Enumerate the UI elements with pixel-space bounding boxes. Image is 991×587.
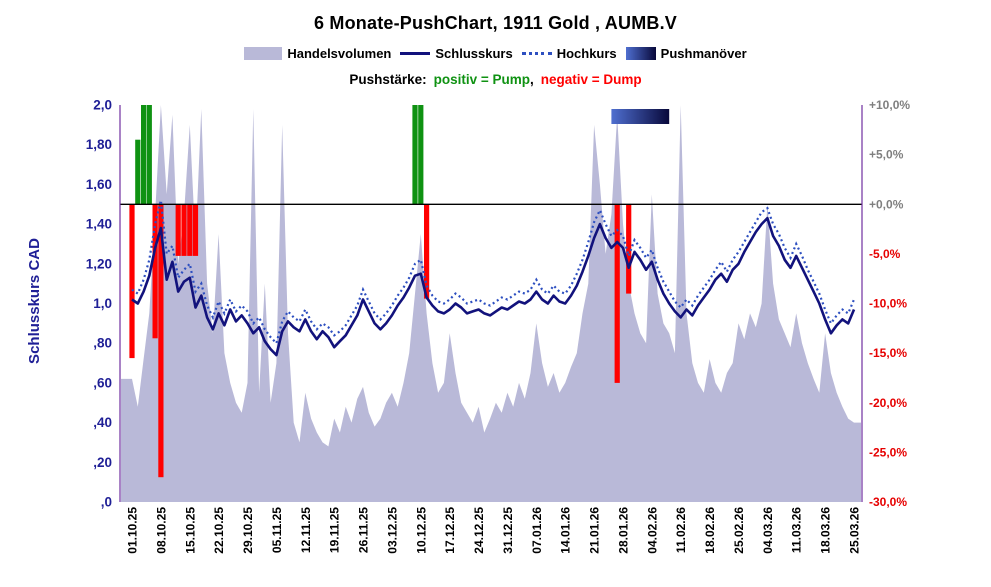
legend-label-high: Hochkurs [556, 46, 617, 61]
x-axis-tick-label: 05.11.25 [270, 507, 284, 553]
legend-label-volume: Handelsvolumen [287, 46, 392, 61]
x-axis-tick-label: 11.03.26 [790, 507, 804, 553]
dump-bar [614, 204, 620, 383]
volume-swatch-icon [244, 47, 283, 60]
x-axis-tick-label: 14.01.26 [559, 507, 573, 554]
left-axis-tick-label: ,80 [93, 336, 112, 351]
dump-bar [424, 204, 430, 299]
x-axis-tick-label: 31.12.25 [501, 507, 515, 554]
x-axis-tick-label: 18.03.26 [819, 507, 833, 554]
x-axis-tick-label: 22.10.25 [212, 507, 226, 554]
x-axis-tick-label: 11.02.26 [674, 507, 688, 553]
dump-bar [158, 204, 164, 478]
right-axis-tick-label: -5,0% [869, 247, 901, 261]
high-line [131, 200, 856, 346]
volume-area [121, 105, 861, 502]
legend-item-close: Schlusskurs [400, 46, 513, 61]
dump-bar [192, 204, 199, 256]
x-axis-tick-label: 18.02.26 [703, 507, 717, 554]
left-axis-tick-label: ,40 [93, 415, 112, 430]
right-axis-tick-label: +5,0% [869, 148, 904, 162]
x-axis-tick-label: 03.12.25 [385, 507, 399, 554]
pump-bar [135, 139, 141, 205]
legend-item-high: Hochkurs [521, 46, 617, 61]
left-axis-tick-label: 1,80 [86, 137, 112, 152]
dump-bar [181, 204, 187, 256]
right-axis-tick-label: +10,0% [869, 98, 910, 112]
close-line-swatch-icon [400, 52, 431, 55]
pump-bar [141, 105, 147, 205]
dump-bar [175, 204, 181, 256]
right-axis-tick-label: -25,0% [869, 445, 907, 459]
pump-bar [146, 105, 152, 205]
high-line-swatch-icon [521, 52, 552, 55]
left-axis-tick-label: 1,40 [86, 217, 112, 232]
subtitle-pump: positiv = Pump [433, 72, 531, 87]
chart-title: 6 Monate-PushChart, 1911 Gold , AUMB.V [314, 13, 677, 33]
left-axis-tick-label: 1,20 [86, 256, 112, 271]
x-axis-tick-label: 19.11.25 [328, 507, 342, 553]
pump-bar [418, 105, 424, 205]
x-axis-tick-label: 12.11.25 [299, 507, 313, 553]
dump-bar [187, 204, 193, 256]
left-axis-tick-label: ,20 [93, 455, 112, 470]
right-axis-tick-label: -15,0% [869, 346, 907, 360]
left-axis-tick-label: ,0 [101, 495, 112, 510]
x-axis-tick-label: 01.10.25 [126, 507, 140, 554]
x-axis-tick-label: 26.11.25 [357, 507, 371, 553]
x-axis-tick-label: 28.01.26 [617, 507, 631, 554]
legend-item-volume: Handelsvolumen [244, 46, 391, 61]
left-axis-tick-label: 2,0 [93, 98, 112, 113]
push-strength-subtitle: Pushstärke: positiv = Pump, negativ = Dump [0, 72, 991, 87]
x-axis-tick-label: 29.10.25 [241, 507, 255, 554]
legend-item-push: Pushmanöver [625, 46, 747, 61]
x-axis-tick-label: 17.12.25 [443, 507, 457, 554]
subtitle-dump: negativ = Dump [540, 72, 642, 87]
chart-legend: Handelsvolumen Schlusskurs Hochkurs Push… [0, 46, 991, 61]
push-gradient-swatch-icon [625, 47, 656, 60]
legend-label-close: Schlusskurs [435, 46, 513, 61]
dump-bar [626, 204, 632, 294]
left-axis-tick-label: 1,60 [86, 177, 112, 192]
close-line [131, 216, 856, 357]
subtitle-label: Pushstärke: [349, 72, 427, 87]
x-axis-tick-label: 08.10.25 [154, 507, 168, 554]
x-axis-tick-label: 21.01.26 [588, 507, 602, 554]
pump-bar [412, 105, 418, 205]
dump-bar [129, 204, 135, 359]
left-axis-tick-label: ,60 [93, 375, 112, 390]
right-axis-tick-label: -10,0% [869, 297, 907, 311]
x-axis-tick-label: 25.02.26 [732, 507, 746, 554]
x-axis-tick-label: 25.03.26 [848, 507, 862, 554]
dump-bar [152, 204, 158, 339]
right-axis-tick-label: -20,0% [869, 396, 907, 410]
x-axis-tick-label: 04.02.26 [645, 507, 659, 554]
x-axis-tick-label: 10.12.25 [414, 507, 428, 554]
subtitle-separator: , [530, 72, 534, 87]
push-maneuver-bar [611, 109, 670, 124]
x-axis-tick-label: 04.03.26 [761, 507, 775, 554]
right-axis-tick-label: +0,0% [869, 197, 904, 211]
right-axis-tick-label: -30,0% [869, 495, 907, 509]
x-axis-tick-label: 07.01.26 [530, 507, 544, 554]
x-axis-tick-label: 15.10.25 [183, 507, 197, 554]
x-axis-tick-label: 24.12.25 [472, 507, 486, 554]
legend-label-push: Pushmanöver [660, 46, 747, 61]
left-axis-tick-label: 1,0 [93, 296, 112, 311]
